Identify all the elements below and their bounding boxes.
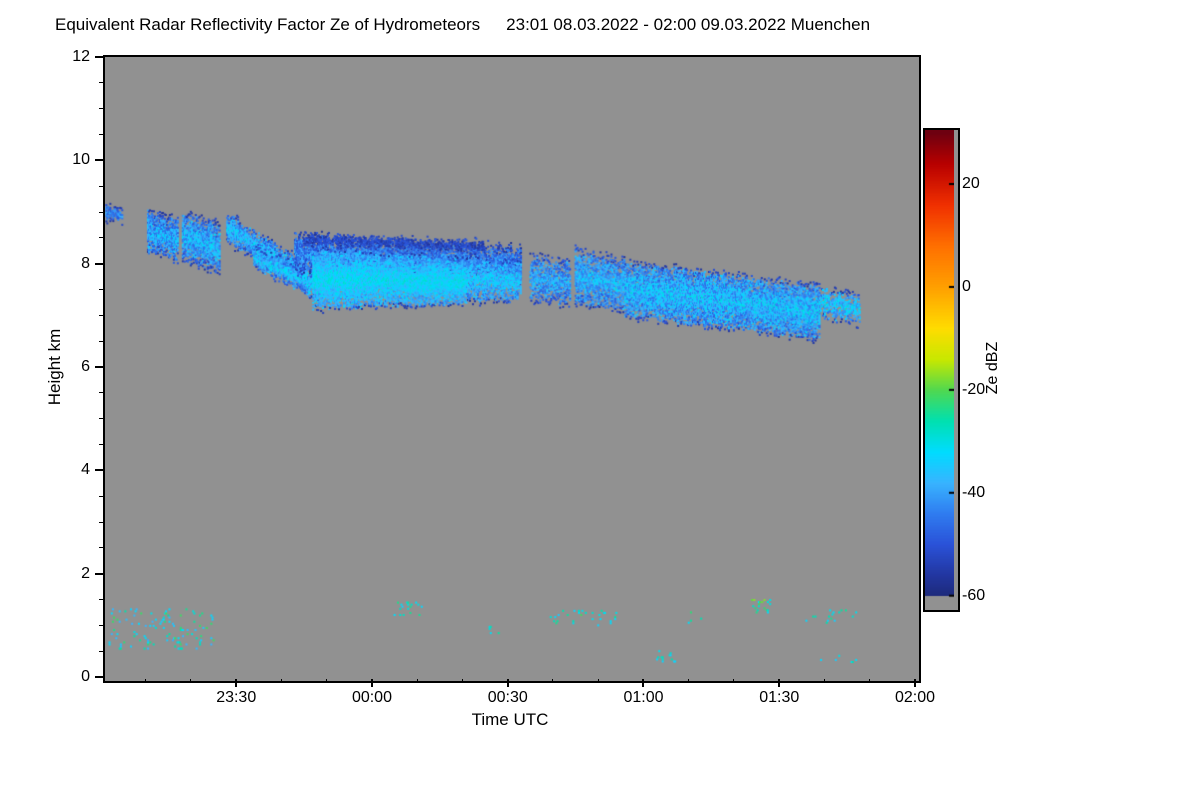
x-minor-tick [552, 679, 554, 683]
y-major-tick [95, 56, 103, 58]
colorbar-frame [923, 128, 960, 612]
x-minor-tick [597, 679, 599, 683]
y-major-tick [95, 676, 103, 678]
reflectivity-heatmap-canvas [105, 57, 915, 677]
x-minor-tick [145, 679, 147, 683]
y-minor-tick [99, 547, 103, 549]
y-minor-tick [99, 444, 103, 445]
y-minor-tick [99, 624, 103, 626]
y-tick-label: 12 [72, 48, 90, 65]
y-minor-tick [99, 392, 103, 394]
x-minor-tick [190, 679, 192, 683]
x-tick-label: 02:00 [894, 689, 936, 706]
y-tick-label: 4 [81, 461, 90, 479]
y-major-tick [95, 262, 103, 265]
y-minor-tick [99, 599, 103, 600]
y-tick-label: 10 [72, 151, 90, 169]
y-minor-tick [99, 521, 103, 523]
y-tick-label: 0 [81, 668, 90, 685]
colorbar-tick-label: 0 [962, 277, 971, 295]
colorbar-tick-label: -20 [962, 380, 986, 398]
plot-frame [103, 55, 921, 683]
x-major-tick [642, 679, 645, 687]
x-major-tick [506, 679, 509, 687]
y-major-tick [95, 159, 103, 162]
y-minor-tick [99, 340, 103, 342]
x-minor-tick [461, 679, 463, 683]
x-major-tick [370, 679, 373, 687]
x-minor-tick [688, 679, 690, 683]
x-minor-tick [869, 679, 871, 683]
y-major-tick [95, 572, 103, 575]
colorbar-tick-label: -60 [962, 586, 986, 604]
y-minor-tick [99, 418, 103, 420]
y-minor-tick [99, 211, 103, 213]
y-minor-tick [99, 314, 103, 316]
x-axis-label: Time UTC [471, 710, 549, 729]
x-minor-tick [280, 679, 282, 683]
y-minor-tick [99, 82, 103, 84]
y-tick-label: 8 [81, 254, 90, 272]
y-minor-tick [99, 108, 103, 110]
y-minor-tick [99, 495, 103, 497]
y-tick-label: 2 [81, 564, 90, 582]
x-tick-label: 01:30 [759, 689, 800, 706]
x-major-tick [778, 679, 781, 687]
figure-period: 23:01 08.03.2022 - 02:00 09.03.2022 Muen… [506, 15, 871, 34]
y-minor-tick [99, 185, 103, 187]
colorbar-tick-label: 20 [962, 175, 980, 193]
y-minor-tick [99, 237, 103, 239]
x-tick-label: 00:30 [487, 689, 528, 706]
x-minor-tick [823, 679, 825, 683]
colorbar-tick-label: -40 [962, 483, 986, 501]
y-minor-tick [99, 289, 103, 290]
colorbar-gradient-canvas [925, 130, 954, 606]
x-tick-label: 23:30 [216, 689, 257, 706]
y-major-tick [95, 366, 103, 368]
y-minor-tick [99, 650, 103, 652]
x-major-tick [914, 679, 916, 687]
y-tick-label: 6 [81, 358, 90, 375]
x-minor-tick [326, 679, 328, 683]
x-major-tick [235, 679, 238, 687]
figure-title: Equivalent Radar Reflectivity Factor Ze … [55, 15, 481, 34]
y-minor-tick [99, 134, 103, 135]
x-minor-tick [733, 679, 735, 683]
x-tick-label: 01:00 [623, 689, 664, 706]
y-major-tick [95, 469, 103, 472]
x-tick-label: 00:00 [351, 689, 392, 706]
x-minor-tick [416, 679, 418, 683]
figure-title-row: Equivalent Radar Reflectivity Factor Ze … [55, 15, 870, 35]
